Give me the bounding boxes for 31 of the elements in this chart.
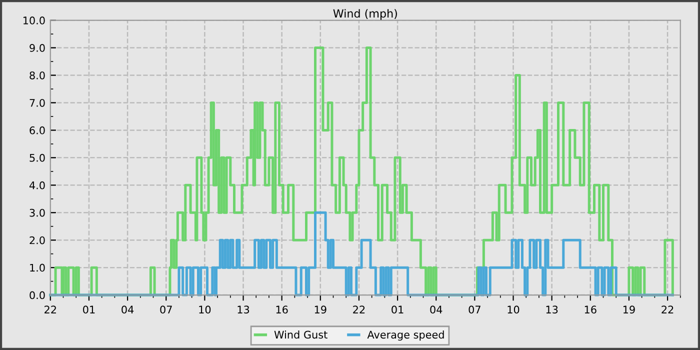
y-tick-label: 6.0 (30, 126, 45, 134)
x-tick-label: 07 (160, 306, 172, 314)
y-tick-label: 10.0 (23, 16, 45, 24)
x-tick-label: 13 (238, 306, 250, 314)
x-tick-label: 16 (584, 306, 596, 314)
x-tick-label: 19 (623, 306, 635, 314)
y-tick-label: 1.0 (30, 264, 45, 272)
x-tick-label: 13 (546, 306, 558, 314)
x-tick-label: 22 (44, 306, 56, 314)
x-tick-label: 10 (199, 306, 211, 314)
legend-label: Wind Gust (274, 330, 328, 339)
x-tick-label: 01 (83, 306, 95, 314)
x-tick-label: 19 (314, 306, 326, 314)
legend-label: Average speed (367, 330, 444, 341)
y-tick-label: 7.0 (30, 98, 45, 107)
x-tick-label: 04 (430, 306, 442, 314)
x-tick-label: 16 (276, 306, 288, 314)
y-tick-label: 8.0 (30, 71, 45, 80)
y-tick-label: 0.0 (30, 291, 45, 300)
y-tick-label: 5.0 (30, 154, 45, 162)
x-tick-label: 04 (122, 306, 134, 314)
x-tick-label: 22 (662, 306, 674, 314)
y-tick-label: 9.0 (30, 44, 45, 52)
x-tick-label: 22 (353, 306, 365, 314)
y-tick-label: 3.0 (30, 208, 45, 217)
y-tick-label: 2.0 (30, 236, 45, 244)
x-tick-label: 01 (392, 306, 404, 314)
chart-title: Wind (mph) (333, 9, 397, 20)
x-tick-label: 07 (468, 306, 480, 314)
y-tick-label: 4.0 (29, 181, 45, 190)
x-tick-label: 10 (508, 306, 520, 314)
